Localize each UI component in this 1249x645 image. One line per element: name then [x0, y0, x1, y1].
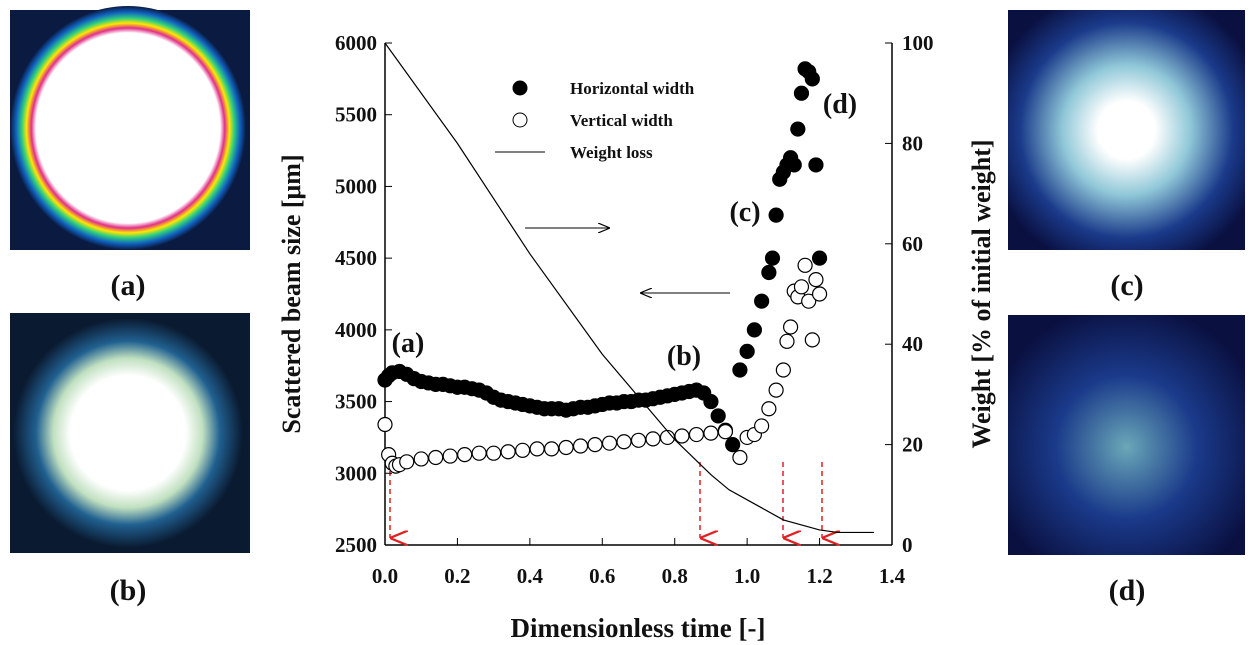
- y-tick-label: 4000: [335, 318, 377, 342]
- panel-label: (a): [111, 269, 146, 302]
- beam-image: [10, 6, 246, 250]
- x-tick-label: 0.6: [589, 564, 615, 588]
- weight-line: [384, 42, 874, 534]
- y2-tick-label: 20: [902, 433, 923, 457]
- beam-image: [13, 318, 243, 548]
- data-point: [793, 279, 810, 295]
- data-point: [793, 85, 810, 101]
- data-point: [529, 441, 545, 457]
- x-tick-label: 1.4: [879, 564, 906, 588]
- x-tick-label: 1.2: [806, 564, 832, 588]
- data-point: [688, 426, 705, 443]
- data-point: [601, 435, 618, 451]
- legend-label: Weight loss: [570, 143, 653, 162]
- data-point: [399, 454, 415, 470]
- y2-axis-label: Weight [% of initial weight]: [967, 139, 996, 448]
- data-point: [645, 431, 661, 447]
- data-point: [804, 71, 820, 87]
- data-point: [710, 408, 726, 424]
- data-point: [442, 448, 458, 464]
- data-point: [717, 424, 734, 440]
- x-tick-label: 0.4: [517, 564, 544, 588]
- data-point: [739, 343, 755, 359]
- annotation: (a): [392, 328, 425, 359]
- y-tick-label: 4500: [335, 246, 377, 270]
- x-tick-label: 1.0: [734, 564, 760, 588]
- data-point: [801, 293, 817, 309]
- data-point: [768, 382, 784, 398]
- data-point: [413, 451, 429, 467]
- data-point: [764, 250, 781, 266]
- data-point: [811, 286, 828, 302]
- legend-label: Vertical width: [570, 111, 673, 130]
- y-tick-label: 6000: [335, 31, 377, 55]
- data-point: [486, 445, 502, 461]
- data-point: [804, 332, 820, 348]
- y-tick-label: 3000: [335, 461, 377, 485]
- annotation: (c): [729, 197, 760, 228]
- data-point: [808, 272, 824, 288]
- image-panel: [1008, 10, 1245, 250]
- data-point: [703, 425, 719, 441]
- annotation: (b): [667, 341, 701, 372]
- data-point: [779, 333, 795, 349]
- data-point: [811, 250, 828, 266]
- data-point: [754, 293, 770, 309]
- event-arrows: [389, 462, 822, 538]
- data-point: [543, 441, 560, 457]
- data-point: [732, 362, 748, 378]
- legend-marker: [512, 80, 528, 96]
- data-point: [457, 447, 473, 463]
- y-tick-label: 3500: [335, 390, 377, 414]
- data-point: [732, 449, 748, 466]
- data-point: [786, 157, 802, 173]
- y2-tick-label: 60: [902, 232, 923, 256]
- annotation: (d): [823, 89, 857, 120]
- data-point: [703, 393, 719, 410]
- y2-tick-label: 0: [902, 533, 913, 557]
- x-axis-label: Dimensionless time [-]: [511, 613, 766, 643]
- y-tick-label: 2500: [335, 533, 377, 557]
- y-tick-label: 5500: [335, 103, 377, 127]
- data-point: [725, 437, 741, 453]
- data-point: [761, 264, 777, 281]
- data-point: [428, 449, 444, 466]
- legend-label: Horizontal width: [570, 79, 695, 98]
- data-point: [746, 322, 762, 338]
- data-point: [761, 401, 777, 417]
- data-point: [616, 434, 632, 450]
- data-point: [630, 432, 647, 448]
- panel-label: (d): [1109, 574, 1146, 607]
- data-point: [790, 121, 806, 137]
- data-point: [768, 207, 784, 223]
- data-point: [587, 437, 603, 453]
- x-tick-label: 0.2: [444, 564, 470, 588]
- data-point: [515, 442, 531, 458]
- x-tick-label: 0.0: [372, 564, 398, 588]
- data-point: [754, 418, 770, 434]
- data-point: [500, 444, 516, 460]
- y-axis-label: Scattered beam size [μm]: [277, 154, 306, 433]
- data-point: [674, 428, 690, 444]
- y2-tick-label: 40: [902, 332, 923, 356]
- panel-label: (c): [1110, 269, 1143, 302]
- data-point: [782, 319, 799, 335]
- x-tick-label: 0.8: [662, 564, 688, 588]
- data-point: [808, 157, 824, 173]
- data-point: [572, 438, 589, 454]
- data-point: [377, 416, 393, 433]
- data-point: [797, 257, 813, 273]
- y-tick-label: 5000: [335, 174, 377, 198]
- y2-tick-label: 80: [902, 131, 923, 155]
- data-point: [558, 439, 574, 456]
- image-panel: [1008, 315, 1245, 555]
- legend-marker: [512, 112, 528, 128]
- data-point: [471, 445, 487, 461]
- y2-tick-label: 100: [902, 31, 934, 55]
- data-point: [775, 362, 791, 378]
- panel-label: (b): [110, 574, 147, 607]
